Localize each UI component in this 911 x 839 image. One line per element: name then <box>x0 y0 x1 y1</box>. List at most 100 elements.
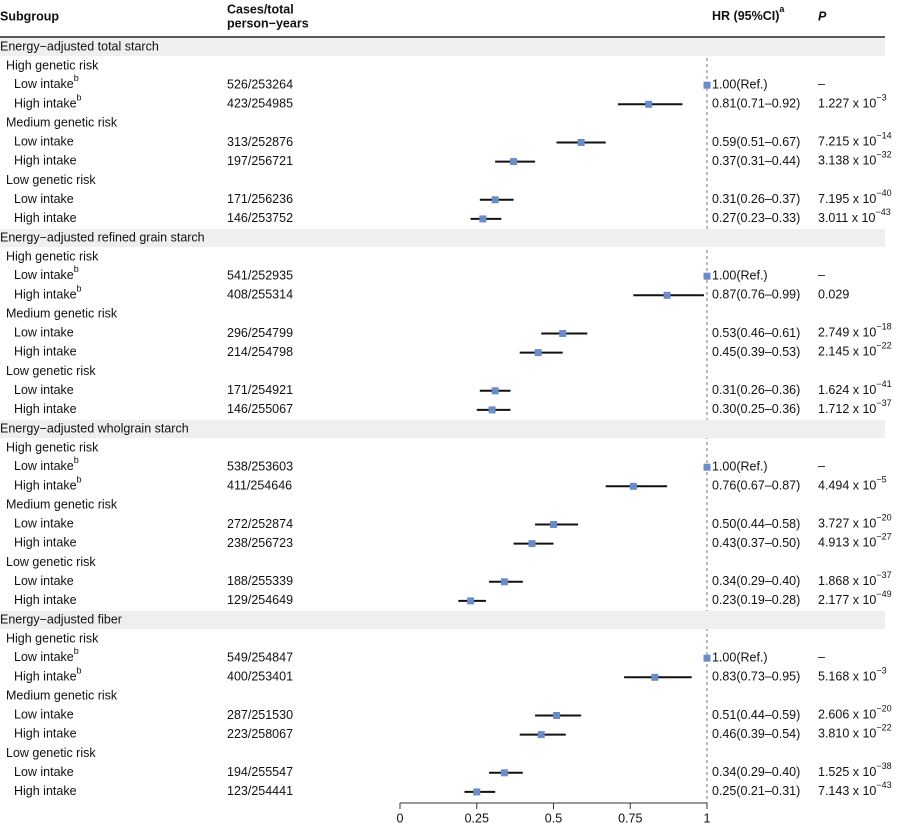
row-label-sup: b <box>77 93 82 103</box>
hr-label: 1.00(Ref.) <box>712 459 768 473</box>
section-band <box>0 611 885 629</box>
row-label-text: High intake <box>14 97 77 111</box>
hr-point <box>473 788 481 796</box>
row-label: High intake <box>14 154 77 168</box>
hr-point <box>510 158 518 166</box>
header-hr-text: HR (95%CI) <box>712 9 779 23</box>
hr-label: 0.23(0.19–0.28) <box>712 593 800 607</box>
row-label-text: Low intake <box>14 459 74 473</box>
cases: 171/254921 <box>227 383 293 397</box>
p-value-text: – <box>818 77 825 91</box>
section-title: Energy−adjusted wholgrain starch <box>0 421 189 435</box>
cases: 272/252874 <box>227 517 293 531</box>
p-value-exp: −3 <box>876 666 886 676</box>
row-label-text: Low intake <box>14 765 74 779</box>
hr-label: 0.87(0.76–0.99) <box>712 288 800 302</box>
hr-label: 0.34(0.29–0.40) <box>712 574 800 588</box>
p-value-text: 3.810 x 10 <box>818 727 876 741</box>
p-value-text: 2.606 x 10 <box>818 708 876 722</box>
p-value-exp: −20 <box>876 513 891 523</box>
p-value-text: 1.868 x 10 <box>818 574 876 588</box>
row-label-text: High intake <box>14 536 77 550</box>
row-label-text: Low intake <box>14 517 74 531</box>
cases: 123/254441 <box>227 784 293 798</box>
hr-point <box>629 482 637 490</box>
row-label-text: High intake <box>14 154 77 168</box>
hr-point <box>467 597 475 605</box>
p-value-exp: −20 <box>876 704 891 714</box>
row-label-sup: b <box>77 284 82 294</box>
cases: 423/254985 <box>227 97 293 111</box>
row-label: High intake <box>14 727 77 741</box>
hr-point <box>528 540 536 548</box>
hr-point <box>500 578 508 586</box>
group-label: High genetic risk <box>6 58 99 72</box>
p-value: 7.195 x 10−40 <box>818 188 892 206</box>
hr-point <box>479 215 487 223</box>
p-value-text: 2.177 x 10 <box>818 593 876 607</box>
group-label: Low genetic risk <box>6 555 96 569</box>
row-label-text: Low intake <box>14 77 74 91</box>
p-value-exp: −27 <box>876 532 891 542</box>
row-label-text: Low intake <box>14 326 74 340</box>
p-value-text: – <box>818 650 825 664</box>
row-label-text: Low intake <box>14 383 74 397</box>
header-cases: Cases/total <box>227 2 294 16</box>
hr-point <box>488 406 496 414</box>
p-value-exp: −43 <box>875 207 890 217</box>
row-label-text: Low intake <box>14 135 74 149</box>
row-label: Low intakeb <box>14 265 79 283</box>
hr-label: 0.51(0.44–0.59) <box>712 708 800 722</box>
p-value: 2.145 x 10−22 <box>818 341 892 359</box>
p-value-text: 1.525 x 10 <box>818 765 876 779</box>
cases: 197/256721 <box>227 154 293 168</box>
p-value-exp: −3 <box>876 93 886 103</box>
p-value-exp: −5 <box>876 475 886 485</box>
hr-point <box>703 654 711 662</box>
cases: 188/255339 <box>227 574 293 588</box>
hr-label: 0.45(0.39–0.53) <box>712 345 800 359</box>
hr-point <box>500 769 508 777</box>
hr-point <box>491 387 499 395</box>
p-value: 4.494 x 10−5 <box>818 475 887 493</box>
cases: 538/253603 <box>227 459 293 473</box>
hr-label: 1.00(Ref.) <box>712 650 768 664</box>
row-label-text: Low intake <box>14 268 74 282</box>
hr-point <box>534 349 542 357</box>
group-label: High genetic risk <box>6 440 99 454</box>
p-value: 7.215 x 10−14 <box>818 131 892 149</box>
p-value-exp: −37 <box>876 398 891 408</box>
row-label: High intakeb <box>14 666 82 684</box>
hr-label: 0.59(0.51–0.67) <box>712 135 800 149</box>
p-value: 1.227 x 10−3 <box>818 93 887 111</box>
hr-point <box>550 521 557 528</box>
p-value: 1.624 x 10−41 <box>818 379 892 397</box>
hr-point <box>559 330 567 337</box>
p-value: 1.712 x 10−37 <box>818 398 892 416</box>
p-value-text: 4.494 x 10 <box>818 479 876 493</box>
hr-label: 0.34(0.29–0.40) <box>712 765 800 779</box>
p-value-text: 0.029 <box>818 288 849 302</box>
p-value-text: – <box>818 268 825 282</box>
row-label: High intake <box>14 593 77 607</box>
cases: 146/255067 <box>227 402 293 416</box>
group-label: Medium genetic risk <box>6 689 118 703</box>
row-label-text: Low intake <box>14 650 74 664</box>
p-value-exp: −32 <box>876 150 891 160</box>
row-label: Low intake <box>14 574 74 588</box>
row-label-text: High intake <box>14 479 77 493</box>
cases: 549/254847 <box>227 650 293 664</box>
cases: 223/258067 <box>227 727 293 741</box>
header-hr: HR (95%CI)a <box>712 4 785 23</box>
p-value-exp: −22 <box>876 341 891 351</box>
p-value-text: 5.168 x 10 <box>818 670 876 684</box>
x-tick-label: 0.75 <box>618 811 642 825</box>
row-label: Low intakeb <box>14 456 79 474</box>
row-label: Low intake <box>14 708 74 722</box>
hr-label: 0.31(0.26–0.36) <box>712 383 800 397</box>
cases: 296/254799 <box>227 326 293 340</box>
row-label: High intakeb <box>14 284 82 302</box>
p-value: 1.525 x 10−38 <box>818 761 892 779</box>
hr-label: 0.83(0.73–0.95) <box>712 670 800 684</box>
p-value-text: 3.011 x 10 <box>818 211 876 225</box>
